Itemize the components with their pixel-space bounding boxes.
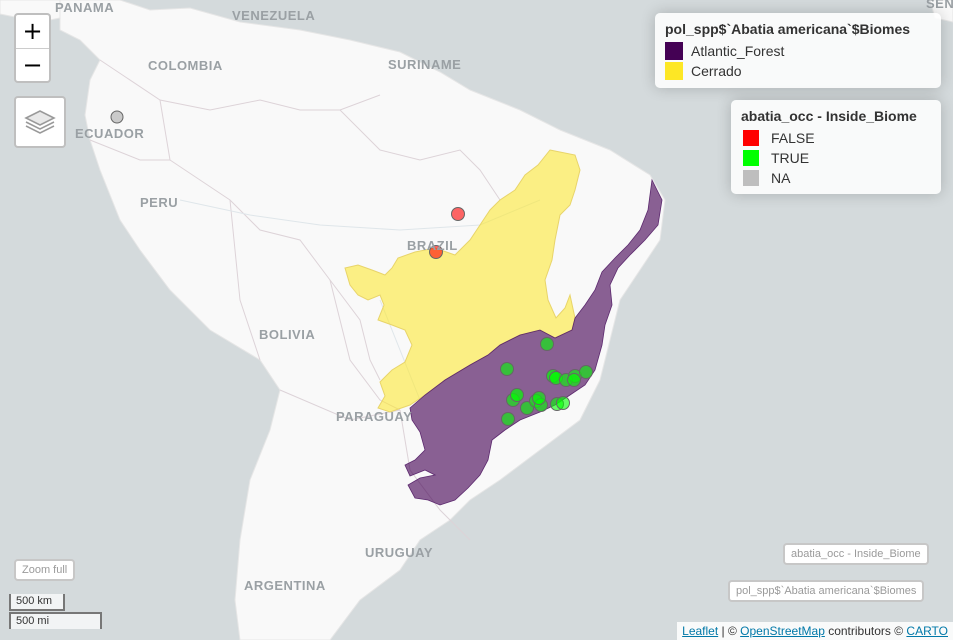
legend-label: NA: [771, 170, 791, 186]
point-true[interactable]: [501, 412, 515, 426]
point-true[interactable]: [532, 391, 546, 405]
legend-swatch-na: [743, 170, 759, 186]
point-true[interactable]: [500, 362, 514, 376]
legend-label: FALSE: [771, 130, 815, 146]
label-brazil: BRAZIL: [407, 238, 458, 253]
zoom-out-button[interactable]: −: [16, 48, 49, 82]
point-true[interactable]: [556, 396, 570, 410]
scale-metric: 500 km: [9, 594, 65, 611]
point-true[interactable]: [579, 365, 593, 379]
point-false[interactable]: [451, 207, 465, 221]
legend-occ-title: abatia_occ - Inside_Biome: [741, 108, 917, 124]
layers-control-button[interactable]: [14, 96, 66, 148]
legend-swatch-atlantic-forest: [665, 42, 683, 60]
legend-occurrences: abatia_occ - Inside_Biome FALSE TRUE NA: [731, 100, 941, 194]
leaflet-link[interactable]: Leaflet: [682, 624, 719, 638]
legend-item: Atlantic_Forest: [665, 41, 931, 61]
zoom-in-button[interactable]: +: [22, 17, 43, 45]
attribution-sep: | ©: [718, 624, 741, 638]
biome-atlantic-forest[interactable]: [404, 178, 663, 506]
point-true[interactable]: [510, 388, 524, 402]
legend-label: TRUE: [771, 150, 810, 166]
country-borders: [89, 59, 501, 541]
attribution: Leaflet | © OpenStreetMap contributors ©…: [677, 622, 953, 640]
label-uruguay: URUGUAY: [365, 545, 433, 560]
zoom-to-biomes-button[interactable]: pol_spp$`Abatia americana`$Biomes: [728, 580, 925, 602]
legend-label: Cerrado: [691, 63, 742, 79]
legend-item: FALSE: [741, 128, 931, 148]
land-south-america: [59, 0, 666, 640]
country-labels: PANAMA VENEZUELA COLOMBIA SURINAME ECUAD…: [55, 0, 953, 593]
label-bolivia: BOLIVIA: [259, 327, 315, 342]
label-suriname: SURINAME: [388, 57, 461, 72]
legend-biomes: pol_spp$`Abatia americana`$Biomes Atlant…: [655, 13, 941, 88]
carto-link[interactable]: CARTO: [906, 624, 948, 638]
attribution-mid: contributors ©: [824, 624, 907, 638]
zoom-to-occurrences-button[interactable]: abatia_occ - Inside_Biome: [783, 543, 929, 565]
legend-swatch-false: [743, 130, 759, 146]
zoom-full-button[interactable]: Zoom full: [14, 559, 76, 581]
layers-icon: [24, 110, 56, 134]
zoom-control: + −: [14, 13, 51, 83]
label-colombia: COLOMBIA: [148, 58, 223, 73]
legend-item: Cerrado: [665, 61, 931, 81]
legend-label: Atlantic_Forest: [691, 43, 785, 59]
occurrence-points[interactable]: [110, 110, 593, 426]
label-ecuador: ECUADOR: [75, 126, 144, 141]
label-senegal-partial: SENE: [926, 0, 953, 11]
label-venezuela: VENEZUELA: [232, 8, 315, 23]
label-peru: PERU: [140, 195, 178, 210]
label-panama: PANAMA: [55, 0, 114, 15]
legend-item: TRUE: [741, 148, 931, 168]
legend-biomes-title: pol_spp$`Abatia americana`$Biomes: [665, 21, 911, 37]
label-argentina: ARGENTINA: [244, 578, 326, 593]
osm-link[interactable]: OpenStreetMap: [740, 624, 825, 638]
point-false[interactable]: [429, 245, 443, 259]
point-na[interactable]: [110, 110, 124, 124]
point-true[interactable]: [540, 337, 554, 351]
legend-item: NA: [741, 168, 931, 188]
point-true[interactable]: [567, 373, 581, 387]
legend-swatch-true: [743, 150, 759, 166]
scale-imperial: 500 mi: [9, 612, 102, 629]
label-paraguay: PARAGUAY: [336, 409, 412, 424]
legend-swatch-cerrado: [665, 62, 683, 80]
